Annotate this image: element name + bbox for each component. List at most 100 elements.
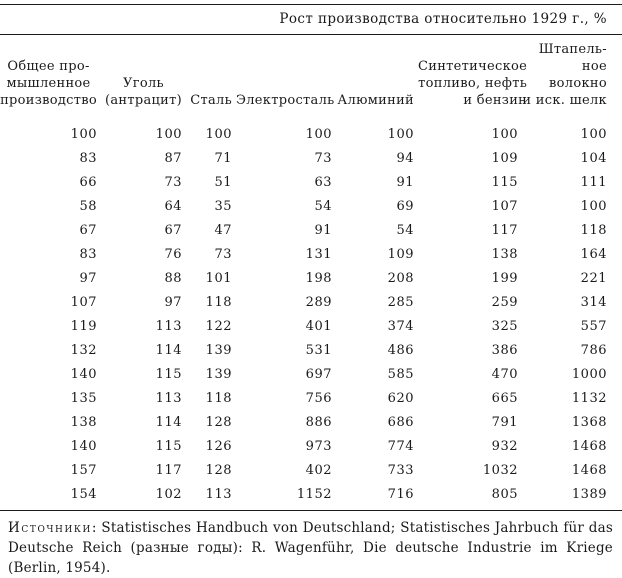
table-cell: 113: [155, 390, 182, 406]
table-cell: 115: [155, 366, 182, 382]
table-cell: 140: [70, 366, 97, 382]
table-cell: 139: [205, 366, 232, 382]
table-cell: 665: [491, 390, 518, 406]
source-label: Источники: [8, 520, 92, 536]
table-cell: 697: [305, 366, 332, 382]
table-cell: 58: [79, 198, 97, 214]
table-cell: 35: [214, 198, 232, 214]
table-cell: 973: [305, 438, 332, 454]
table-cell: 100: [305, 126, 332, 142]
table-cell: 115: [491, 174, 518, 190]
table-cell: 73: [164, 174, 182, 190]
table-cell: 208: [387, 270, 414, 286]
source-text: : Statistisches Handbuch von Deutschland…: [8, 520, 613, 576]
table-cell: 101: [205, 270, 232, 286]
table-cell: 135: [70, 390, 97, 406]
table-cell: 54: [314, 198, 332, 214]
table-cell: 100: [70, 126, 97, 142]
table-cell: 113: [205, 486, 232, 502]
source-note: Источники: Statistisches Handbuch von De…: [8, 518, 613, 578]
column-header-label: Штапель- ное волокно и иск. шелк: [522, 42, 607, 108]
table-row: 107 97 118 289 285 259 314: [0, 290, 622, 314]
table-row: 140 115 139 697 585 470 1000: [0, 362, 622, 386]
column-header-label: Электросталь: [236, 93, 335, 108]
table-cell: 67: [164, 222, 182, 238]
top-rule: [0, 4, 622, 5]
table-cell: 47: [214, 222, 232, 238]
table-cell: 91: [314, 222, 332, 238]
table-cell: 128: [205, 414, 232, 430]
table-cell: 100: [387, 126, 414, 142]
table-cell: 97: [164, 294, 182, 310]
column-header-1: Общее про- мышленное производство: [0, 35, 101, 117]
table-cell: 111: [580, 174, 607, 190]
table-cell: 100: [580, 126, 607, 142]
table-cell: 1132: [571, 390, 607, 406]
table-cell: 401: [305, 318, 332, 334]
table-cell: 104: [580, 150, 607, 166]
table-cell: 756: [305, 390, 332, 406]
table-cell: 805: [491, 486, 518, 502]
table-cell: 314: [580, 294, 607, 310]
table-cell: 138: [70, 414, 97, 430]
column-header-label: Сталь: [190, 93, 232, 108]
table-bottom-rule: [0, 510, 622, 511]
table-cell: 716: [387, 486, 414, 502]
table-cell: 118: [205, 390, 232, 406]
table-row: 138 114 128 886 686 791 1368: [0, 410, 622, 434]
table-cell: 67: [79, 222, 97, 238]
table-cell: 221: [580, 270, 607, 286]
table-row: 58 64 35 54 69 107 100: [0, 194, 622, 218]
table-row: 140 115 126 973 774 932 1468: [0, 434, 622, 458]
table-cell: 1468: [571, 438, 607, 454]
table-cell: 117: [155, 462, 182, 478]
table-cell: 64: [164, 198, 182, 214]
table-cell: 199: [491, 270, 518, 286]
column-header-3: Сталь: [186, 35, 236, 117]
table-cell: 1032: [482, 462, 518, 478]
table-cell: 63: [314, 174, 332, 190]
table-row: 132 114 139 531 486 386 786: [0, 338, 622, 362]
table-cell: 97: [79, 270, 97, 286]
table-cell: 73: [214, 246, 232, 262]
table-cell: 531: [305, 342, 332, 358]
table-cell: 109: [491, 150, 518, 166]
table-cell: 786: [580, 342, 607, 358]
table-cell: 118: [580, 222, 607, 238]
table-row: 135 113 118 756 620 665 1132: [0, 386, 622, 410]
column-header-2: Уголь (антрацит): [101, 35, 186, 117]
table-cell: 113: [155, 318, 182, 334]
table-cell: 1389: [571, 486, 607, 502]
table-cell: 100: [155, 126, 182, 142]
table-row: 157 117 128 402 733 1032 1468: [0, 458, 622, 482]
table-cell: 374: [387, 318, 414, 334]
table-cell: 87: [164, 150, 182, 166]
table-cell: 259: [491, 294, 518, 310]
table-cell: 289: [305, 294, 332, 310]
table-cell: 164: [580, 246, 607, 262]
table-cell: 54: [396, 222, 414, 238]
table-cell: 107: [70, 294, 97, 310]
table-cell: 1368: [571, 414, 607, 430]
table-cell: 100: [205, 126, 232, 142]
table-row: 100 100 100 100 100 100 100: [0, 117, 622, 146]
table-row: 97 88 101 198 208 199 221: [0, 266, 622, 290]
table-cell: 83: [79, 246, 97, 262]
table-cell: 94: [396, 150, 414, 166]
table-cell: 886: [305, 414, 332, 430]
table-cell: 115: [155, 438, 182, 454]
table-cell: 131: [305, 246, 332, 262]
table-cell: 128: [205, 462, 232, 478]
column-header-7: Штапель- ное волокно и иск. шелк: [522, 35, 622, 117]
table-cell: 66: [79, 174, 97, 190]
table-cell: 486: [387, 342, 414, 358]
table-cell: 102: [155, 486, 182, 502]
table-cell: 88: [164, 270, 182, 286]
table-cell: 686: [387, 414, 414, 430]
table-cell: 126: [205, 438, 232, 454]
table-cell: 402: [305, 462, 332, 478]
column-header-label: Общее про- мышленное производство: [0, 59, 97, 108]
document-page: Рост производства относительно 1929 г., …: [0, 4, 622, 576]
table-row: 83 87 71 73 94 109 104: [0, 146, 622, 170]
column-header-5: Алюминий: [336, 35, 418, 117]
